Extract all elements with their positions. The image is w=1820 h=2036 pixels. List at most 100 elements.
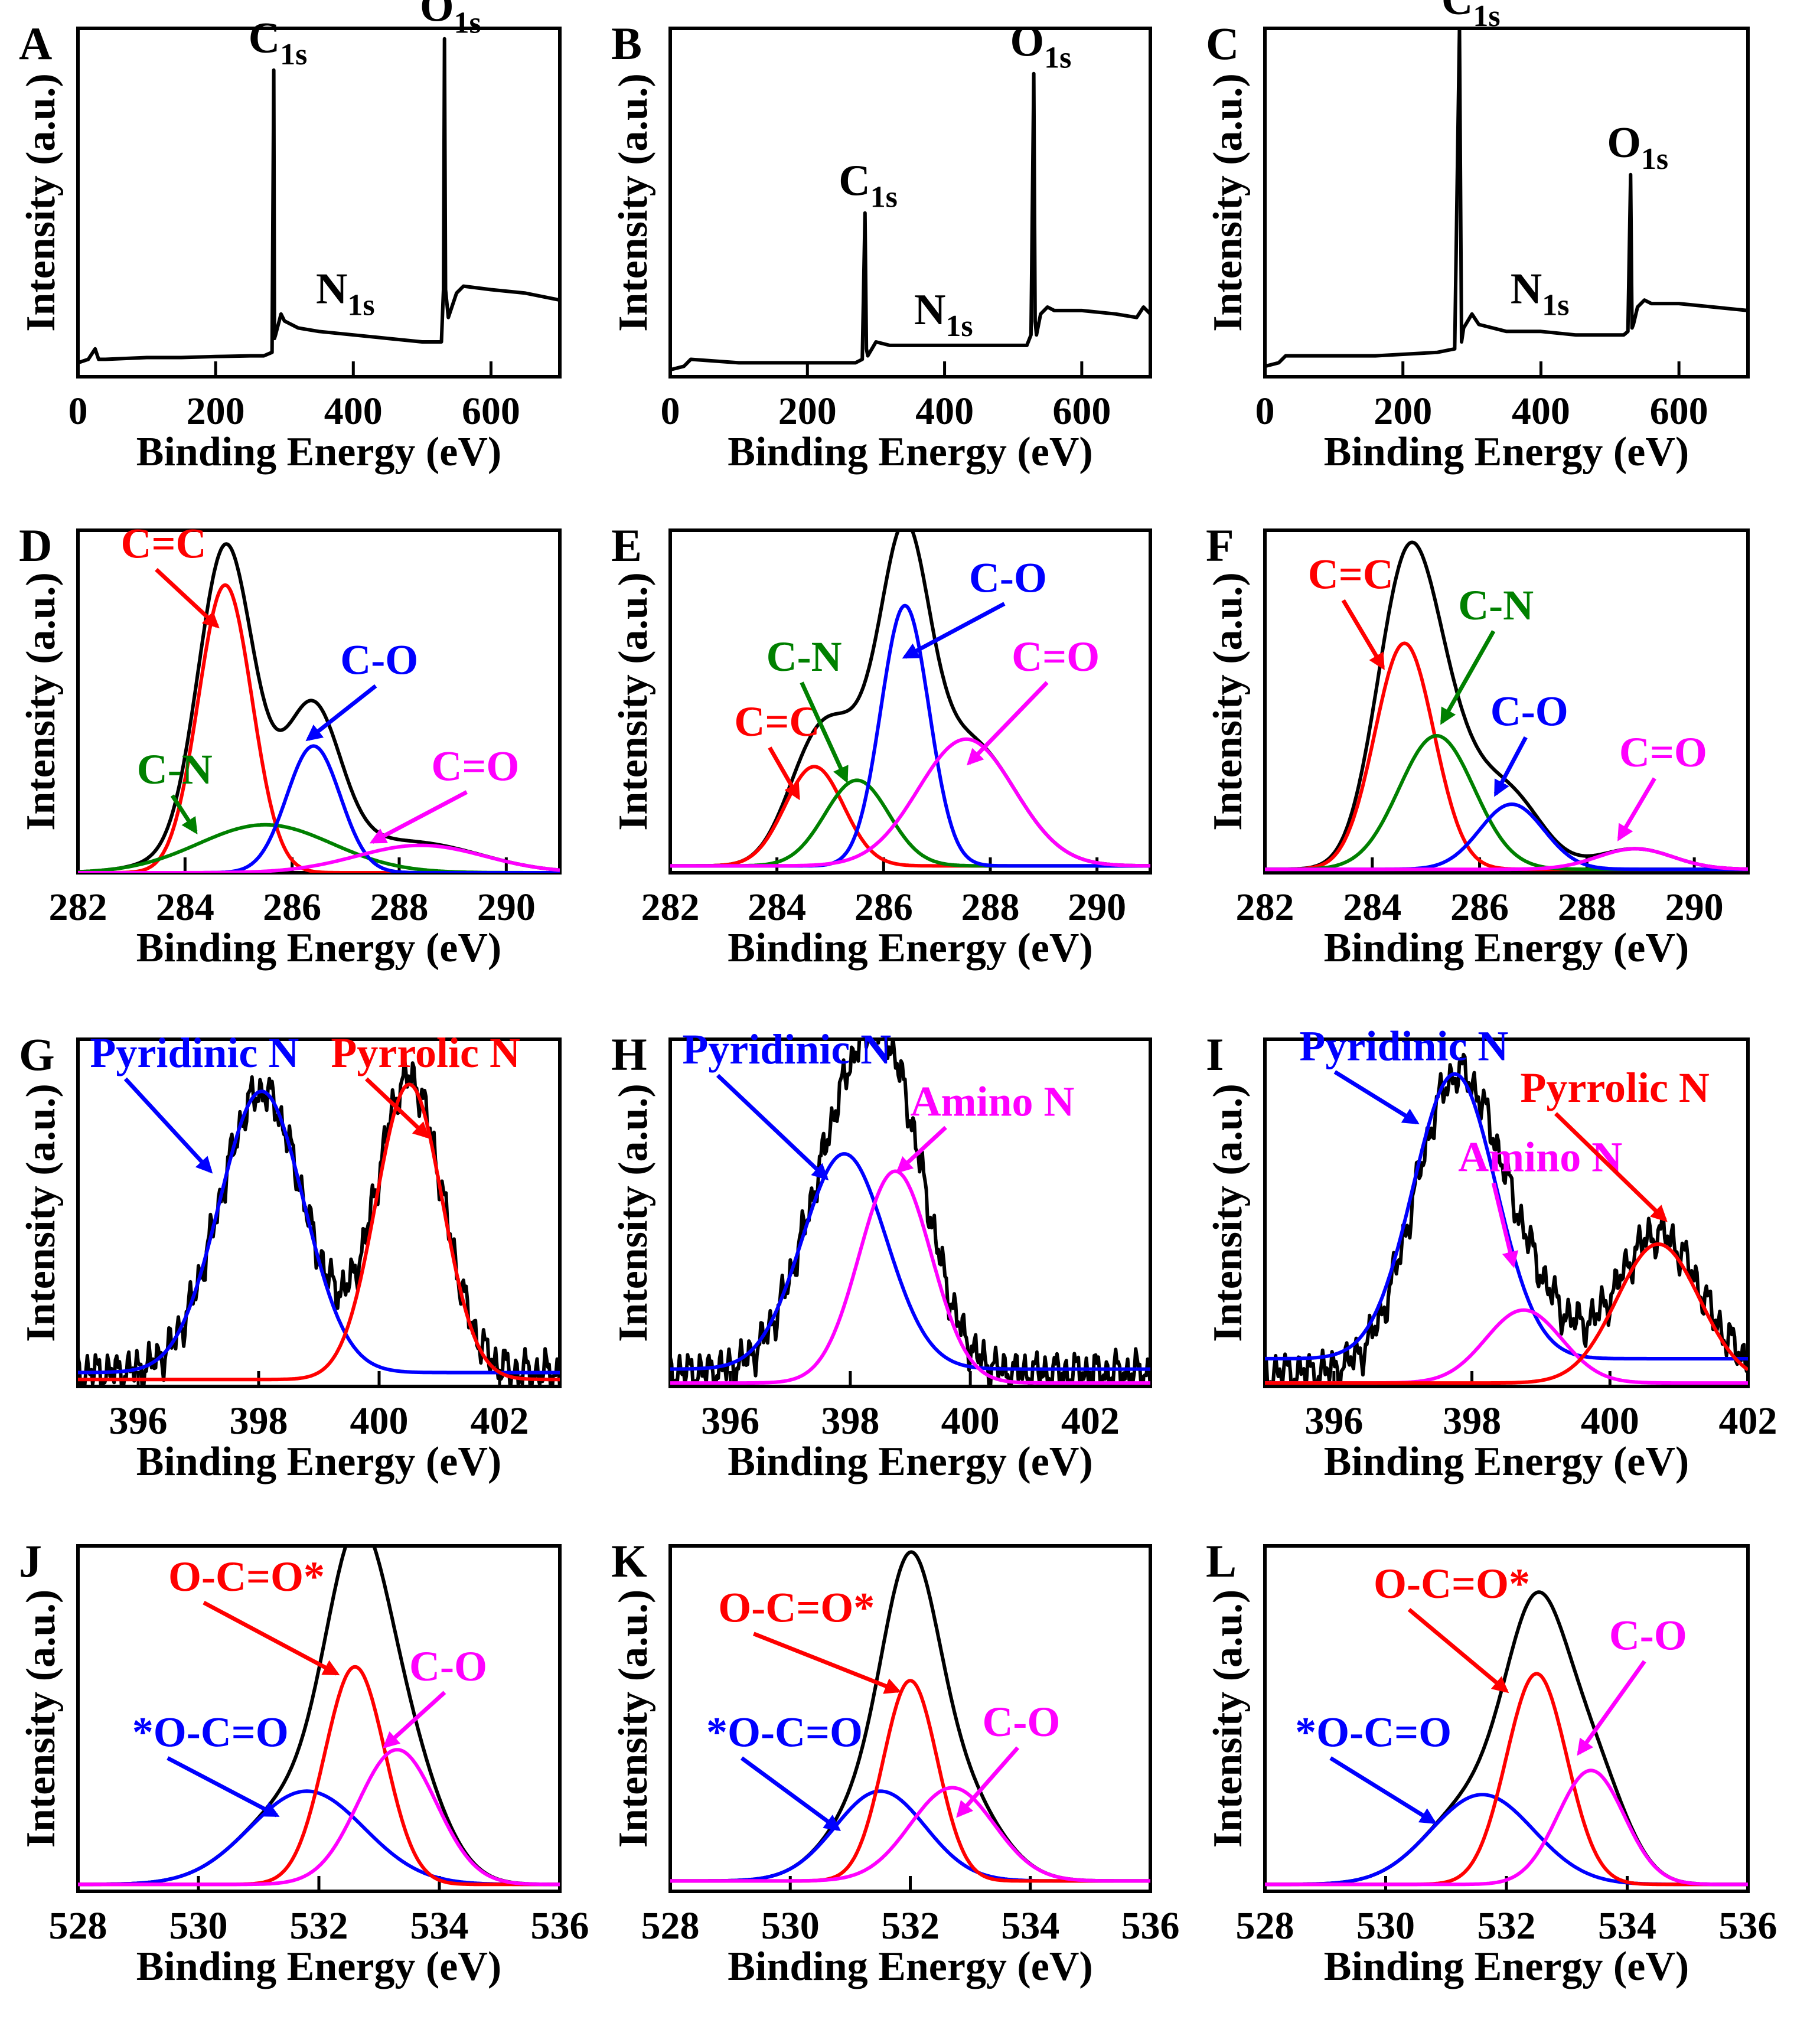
x-tick-label: 284	[156, 886, 214, 929]
label-arrow	[1491, 1182, 1519, 1268]
x-tick-label: 398	[1443, 1399, 1501, 1443]
y-axis-label: Intensity (a.u.)	[611, 1590, 656, 1848]
y-axis-label: Intensity (a.u.)	[611, 73, 656, 332]
label-arrow	[1341, 599, 1385, 670]
component-line	[670, 1786, 1150, 1883]
panel-letter: E	[611, 520, 642, 571]
component-label: C-O	[1490, 688, 1568, 735]
x-tick-label: 286	[1450, 886, 1509, 929]
x-tick-label: 396	[109, 1399, 168, 1443]
peak-label: C1s	[1441, 0, 1501, 33]
plot-frame	[1263, 1037, 1750, 1388]
peak-label: O1s	[1010, 18, 1072, 75]
x-tick-label: 402	[1719, 1399, 1777, 1443]
label-arrow	[155, 567, 220, 629]
x-tick-label: 536	[1719, 1904, 1777, 1947]
x-tick-label: 282	[1236, 886, 1294, 929]
component-label: C=C	[734, 698, 820, 745]
x-tick-label: 402	[1061, 1399, 1120, 1443]
label-arrow	[902, 602, 1006, 659]
peak-label: N1s	[914, 286, 973, 343]
component-line	[670, 765, 1150, 868]
envelope-line	[78, 542, 560, 873]
component-label: *O-C=O	[1295, 1708, 1452, 1756]
x-tick-label: 402	[471, 1399, 529, 1443]
x-axis-label: Binding Energy (eV)	[728, 1439, 1092, 1484]
component-label: C-O	[409, 1643, 487, 1690]
y-axis-label: Intensity (a.u.)	[611, 1084, 656, 1342]
x-tick-label: 530	[1356, 1904, 1415, 1947]
x-tick-label: 530	[169, 1904, 228, 1947]
component-line	[670, 1789, 1150, 1883]
x-tick-label: 400	[941, 1399, 1000, 1443]
x-axis-label: Binding Energy (eV)	[728, 1944, 1092, 1989]
x-tick-label: 536	[1121, 1904, 1180, 1947]
series-line	[78, 37, 560, 365]
label-arrow	[966, 681, 1049, 766]
x-tick-label: 400	[1581, 1399, 1639, 1443]
peak-label: O1s	[420, 0, 481, 40]
component-label: O-C=O*	[718, 1584, 875, 1632]
panel-letter: H	[611, 1029, 647, 1080]
x-tick-label: 532	[881, 1904, 940, 1947]
envelope-line	[670, 1039, 1150, 1386]
y-axis-label: Intensity (a.u.)	[1205, 73, 1251, 332]
plot-frame	[1263, 27, 1750, 379]
y-axis-label: Intensity (a.u.)	[1205, 572, 1251, 831]
component-label: C-N	[137, 746, 213, 793]
component-line	[78, 843, 560, 873]
envelope-line	[670, 530, 1150, 868]
component-label: C=O	[431, 742, 519, 789]
label-arrow	[768, 746, 800, 801]
label-arrow	[800, 681, 849, 784]
panel-L: 528 530 532 534 536 Binding Energy (eV) Intens…	[1205, 1535, 1777, 1989]
panel-letter: L	[1206, 1535, 1237, 1587]
x-tick-label: 284	[748, 886, 806, 929]
x-tick-label: 0	[661, 390, 680, 433]
x-tick-label: 600	[462, 390, 520, 433]
y-axis-label: Intensity (a.u.)	[18, 73, 64, 332]
component-line	[78, 744, 560, 873]
x-tick-label: 600	[1052, 390, 1111, 433]
y-axis-label: Intensity (a.u.)	[1205, 1084, 1251, 1342]
panel-letter: C	[1206, 18, 1239, 69]
panel-letter: D	[19, 520, 52, 571]
x-tick-label: 200	[187, 390, 245, 433]
x-tick-label: 400	[324, 390, 383, 433]
panel-letter: I	[1206, 1029, 1224, 1080]
label-arrow	[896, 1125, 947, 1174]
x-axis-label: Binding Energy (eV)	[136, 925, 501, 971]
label-arrow	[740, 1756, 841, 1832]
x-tick-label: 288	[961, 886, 1020, 929]
component-label: C=C	[121, 520, 207, 567]
plot-frame	[1263, 528, 1750, 875]
component-line	[1265, 1769, 1748, 1887]
component-label: O-C=O*	[168, 1553, 325, 1600]
label-arrow	[753, 1632, 902, 1694]
component-line	[78, 1748, 560, 1887]
panel-letter: K	[611, 1535, 647, 1587]
x-tick-label: 528	[49, 1904, 107, 1947]
x-tick-label: 534	[1001, 1904, 1059, 1947]
x-tick-label: 528	[1236, 1904, 1294, 1947]
component-label: C-O	[982, 1698, 1060, 1745]
x-tick-label: 534	[410, 1904, 469, 1947]
x-tick-label: 532	[290, 1904, 348, 1947]
x-axis-label: Binding Energy (eV)	[1324, 925, 1689, 971]
component-line	[670, 737, 1150, 868]
x-tick-label: 288	[1558, 886, 1616, 929]
component-label: Pyrrolic N	[1520, 1064, 1710, 1111]
component-label: Amino N	[1458, 1133, 1622, 1180]
x-tick-label: 284	[1343, 886, 1401, 929]
component-label: Pyridinic N	[1299, 1022, 1508, 1069]
x-axis-label: Binding Energy (eV)	[1324, 1944, 1689, 1989]
component-label: Amino N	[911, 1078, 1075, 1125]
component-line	[670, 1152, 1150, 1371]
x-tick-label: 398	[230, 1399, 288, 1443]
x-tick-label: 286	[263, 886, 321, 929]
peak-label: C1s	[839, 157, 898, 214]
